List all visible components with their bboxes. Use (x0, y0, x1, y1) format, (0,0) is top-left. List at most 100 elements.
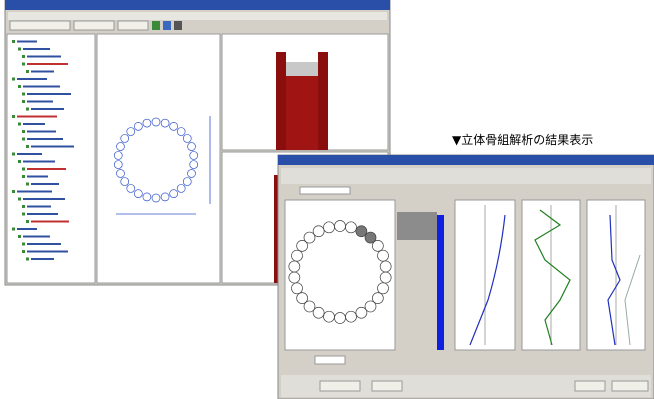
toolbar (9, 20, 182, 31)
tree-item (12, 40, 15, 43)
toolbar-button[interactable] (9, 20, 71, 31)
tree-item (26, 70, 29, 73)
tree-item (31, 145, 74, 148)
tree-item (17, 153, 42, 155)
pile (323, 221, 335, 234)
pile (291, 249, 303, 262)
pile (120, 134, 130, 143)
pile (113, 151, 123, 160)
tree-item (22, 167, 25, 171)
tree (12, 40, 74, 261)
tree-item (23, 160, 55, 163)
toolbar-icon[interactable] (152, 21, 160, 30)
tree-item (31, 183, 59, 185)
button[interactable] (574, 380, 606, 392)
tree-item (26, 220, 29, 223)
tree-item (18, 47, 21, 51)
tree-item (23, 198, 65, 200)
curve (607, 214, 621, 346)
input[interactable] (314, 355, 346, 365)
pile (187, 169, 196, 178)
tree-item (31, 70, 54, 73)
tree-item (12, 77, 15, 81)
tree-item (12, 115, 15, 118)
pile (187, 142, 196, 151)
toolbar-button[interactable] (73, 20, 115, 31)
pile (176, 127, 186, 136)
pile (364, 300, 377, 313)
tree-item (18, 85, 21, 88)
toolbar-icon[interactable] (163, 21, 171, 30)
tree-item (31, 108, 64, 110)
tree-item (12, 190, 15, 193)
tree-item (17, 190, 52, 193)
curve (534, 209, 571, 346)
wall (276, 52, 286, 150)
pile (355, 225, 368, 238)
wall (318, 52, 328, 150)
pile (379, 260, 392, 273)
pile (288, 271, 301, 284)
tree-item (18, 122, 21, 126)
excavation (286, 62, 318, 76)
button[interactable] (319, 380, 361, 392)
title-bar (278, 155, 654, 165)
tree-item (17, 115, 57, 118)
pile (291, 282, 303, 295)
tree-item (22, 175, 25, 178)
pile (364, 231, 377, 244)
tree-item (17, 228, 37, 230)
tree-item (22, 130, 25, 133)
selection-list[interactable] (397, 212, 437, 240)
pile-ring (288, 220, 392, 324)
button[interactable] (371, 380, 403, 392)
tree-item (27, 243, 61, 245)
pile (334, 220, 346, 232)
pile (169, 122, 179, 131)
tree-item (26, 257, 29, 261)
button[interactable] (611, 380, 649, 392)
pile (133, 189, 143, 198)
pile (142, 118, 152, 128)
pile (116, 169, 125, 178)
pile (312, 306, 325, 319)
depth-bar (437, 215, 444, 350)
tree-item (18, 160, 21, 163)
pile (120, 177, 130, 186)
toolbar (281, 168, 651, 184)
pile (189, 151, 199, 160)
tree-item (27, 175, 48, 178)
tree-item (23, 85, 60, 88)
tree-item (22, 55, 25, 58)
pile (345, 310, 357, 323)
pile (116, 142, 125, 151)
curve (624, 254, 641, 346)
pile (126, 127, 136, 136)
pile (288, 260, 301, 273)
tree-item (22, 212, 25, 216)
pile-ring (113, 117, 199, 203)
tree-item (22, 100, 25, 103)
tree-item (23, 48, 50, 50)
soil (286, 76, 318, 150)
menu-bar (8, 12, 387, 20)
tree-item (27, 93, 71, 95)
pile (169, 189, 179, 198)
curve (469, 214, 506, 346)
tree-item (12, 227, 15, 231)
tree-item (31, 258, 54, 260)
toolbar-icon[interactable] (174, 21, 182, 30)
dropdown[interactable] (299, 186, 351, 195)
tree-item (27, 205, 51, 208)
tree-item (26, 182, 29, 186)
tree-item (22, 205, 25, 208)
tree-item (27, 213, 58, 215)
pile (377, 282, 389, 295)
pile (126, 184, 136, 193)
pile (151, 193, 161, 203)
pile (312, 225, 325, 238)
tree-item (27, 63, 68, 65)
toolbar-button[interactable] (117, 20, 149, 31)
